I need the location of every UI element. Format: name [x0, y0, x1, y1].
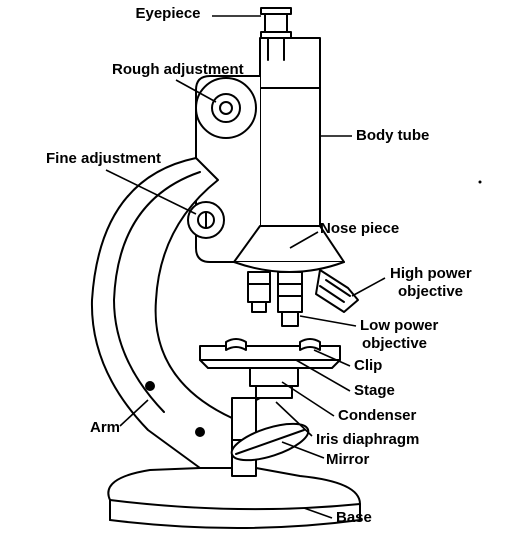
leader-stage	[296, 360, 350, 391]
label-clip: Clip	[354, 357, 382, 374]
label-condenser: Condenser	[338, 407, 417, 424]
label-mirror: Mirror	[326, 451, 370, 468]
label-arm: Arm	[90, 419, 120, 436]
label-high-power-l1: High power	[390, 265, 472, 282]
label-body-tube: Body tube	[356, 127, 429, 144]
label-nose-piece: Nose piece	[320, 220, 399, 237]
label-rough-adjustment: Rough adjustment	[112, 61, 244, 78]
fine-adjustment-knob	[188, 202, 224, 238]
label-eyepiece: Eyepiece	[135, 5, 200, 22]
base-part	[108, 468, 360, 528]
label-iris-diaphragm: Iris diaphragm	[316, 431, 419, 448]
label-low-power-l1: Low power	[360, 317, 438, 334]
label-stage: Stage	[354, 382, 395, 399]
low-power-objective-part	[248, 272, 270, 312]
label-base: Base	[336, 509, 372, 526]
body-tube-part	[260, 38, 320, 226]
label-low-power-l2: objective	[362, 335, 427, 352]
condenser-part	[250, 368, 298, 398]
rough-adjustment-knob	[196, 78, 256, 138]
high-power-objective-part	[316, 270, 358, 312]
label-high-power-l2: objective	[398, 283, 463, 300]
leader-lowpower	[300, 316, 356, 326]
microscope-diagram: Eyepiece Rough adjustment Fine adjustmen…	[0, 0, 513, 558]
leader-highpower	[352, 278, 385, 296]
label-fine-adjustment: Fine adjustment	[46, 150, 161, 167]
mid-objective-part	[278, 272, 302, 326]
eyepiece-part	[261, 8, 291, 38]
